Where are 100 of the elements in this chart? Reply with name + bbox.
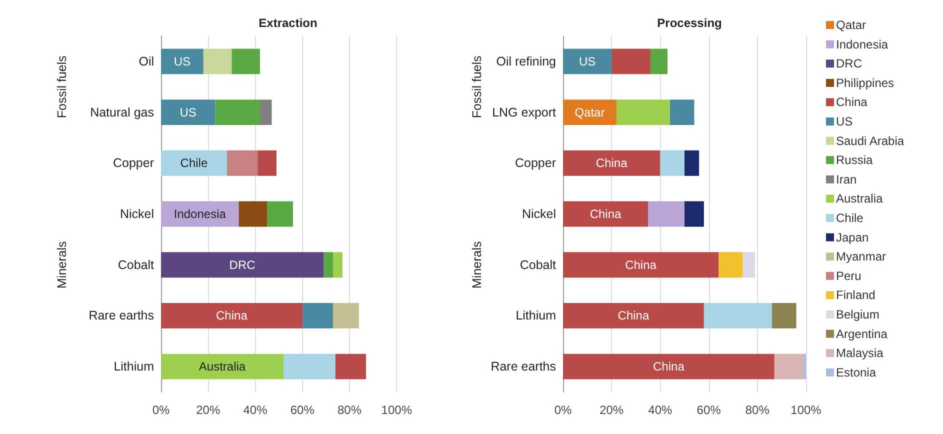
- bar: [563, 303, 704, 328]
- legend-label: Argentina: [836, 326, 888, 341]
- bar: [774, 354, 804, 380]
- legend-label: Qatar: [836, 18, 866, 32]
- y-tick-label: Natural gas: [90, 105, 154, 120]
- bar: [226, 150, 258, 176]
- bar: [267, 201, 293, 227]
- bar: [333, 303, 359, 328]
- text: Minerals: [55, 241, 69, 288]
- y-tick-label: Rare earths: [490, 360, 556, 374]
- x-tick-label: 40%: [648, 403, 673, 417]
- bar: [612, 48, 650, 74]
- legend-label: Indonesia: [836, 37, 888, 52]
- y-tick-label: Copper: [515, 156, 556, 170]
- bar: [616, 100, 670, 125]
- y-tick-label: Nickel: [120, 207, 154, 221]
- bar: [203, 48, 232, 74]
- x-tick-label: 60%: [696, 403, 722, 417]
- bar: [238, 201, 268, 227]
- legend-label: Finland: [836, 288, 876, 302]
- bar: [660, 150, 684, 176]
- legend-label: Peru: [836, 268, 862, 283]
- x-tick-label: 80%: [338, 403, 362, 417]
- bar: [563, 252, 719, 278]
- legend-label: Chile: [836, 211, 864, 225]
- bar: [684, 201, 704, 227]
- data-label: China: [653, 360, 685, 374]
- bar: [260, 100, 272, 125]
- bar: [563, 354, 774, 380]
- bar: [335, 354, 366, 380]
- bar: [161, 150, 227, 176]
- bar: [563, 150, 660, 176]
- legend-label: Saudi Arabia: [836, 134, 904, 148]
- bar: [718, 252, 743, 278]
- y-tick-label: Lithium: [114, 360, 154, 374]
- data-label: Qatar: [574, 105, 605, 120]
- x-tick-label: 20%: [196, 403, 220, 417]
- data-label: China: [596, 156, 628, 170]
- x-tick-label: 100%: [381, 403, 412, 417]
- y-tick-label: Lithium: [516, 308, 556, 323]
- bar: [161, 100, 216, 125]
- bar: [648, 201, 684, 227]
- bar: [704, 303, 772, 328]
- y-tick-label: Nickel: [522, 207, 556, 221]
- y-tick-label: Cobalt: [118, 258, 155, 272]
- bar: [161, 252, 324, 278]
- data-label: Indonesia: [174, 207, 226, 221]
- bar: [742, 252, 755, 278]
- legend-label: Russia: [836, 153, 874, 168]
- bar: [215, 100, 260, 125]
- legend-label: Iran: [836, 172, 857, 186]
- legend-label: US: [836, 114, 853, 128]
- bar: [670, 100, 694, 125]
- bar: [563, 201, 648, 227]
- legend-label: Estonia: [836, 365, 876, 380]
- data-label: Australia: [198, 360, 246, 374]
- text: Fossil fuels: [55, 56, 69, 118]
- text: Minerals: [470, 241, 484, 288]
- bar: [772, 303, 796, 328]
- data-label: China: [590, 207, 622, 221]
- bar: [333, 252, 342, 278]
- bar: [161, 48, 204, 74]
- data-label: DRC: [229, 258, 256, 272]
- y-tick-label: Oil: [138, 54, 154, 68]
- legend-label: Myanmar: [836, 250, 886, 264]
- y-tick-label: Oil refining: [496, 54, 556, 68]
- bar: [232, 48, 260, 74]
- legend-label: DRC: [836, 56, 862, 71]
- legend-label: China: [836, 95, 868, 110]
- legend-label: Japan: [836, 230, 869, 244]
- x-tick-label: 0%: [152, 403, 170, 417]
- y-tick-label: Copper: [113, 156, 154, 170]
- bar: [302, 303, 334, 328]
- y-tick-label: Cobalt: [520, 258, 557, 272]
- data-label: China: [625, 258, 657, 272]
- x-tick-label: 20%: [600, 403, 624, 417]
- x-tick-label: 0%: [554, 403, 572, 417]
- bar: [563, 48, 612, 74]
- chart-title: Processing: [657, 16, 722, 30]
- data-label: Chile: [180, 156, 208, 170]
- bar: [324, 252, 334, 278]
- data-label: China: [216, 308, 248, 323]
- bar: [258, 150, 276, 176]
- y-tick-label: LNG export: [492, 105, 557, 120]
- legend-label: Malaysia: [836, 346, 884, 360]
- legend-label: Belgium: [836, 308, 880, 322]
- x-tick-label: 80%: [745, 403, 770, 417]
- x-tick-label: 100%: [790, 403, 822, 417]
- text: Fossil fuels: [470, 56, 484, 118]
- y-tick-label: Rare earths: [88, 308, 154, 323]
- bar: [684, 150, 700, 176]
- bar: [284, 354, 336, 380]
- x-tick-label: 40%: [243, 403, 268, 417]
- data-label: US: [180, 105, 196, 120]
- legend-label: Australia: [836, 192, 884, 206]
- data-label: US: [578, 54, 596, 68]
- bar: [161, 303, 302, 328]
- x-tick-label: 60%: [290, 403, 315, 417]
- bar: [650, 48, 668, 74]
- data-label: US: [174, 54, 191, 68]
